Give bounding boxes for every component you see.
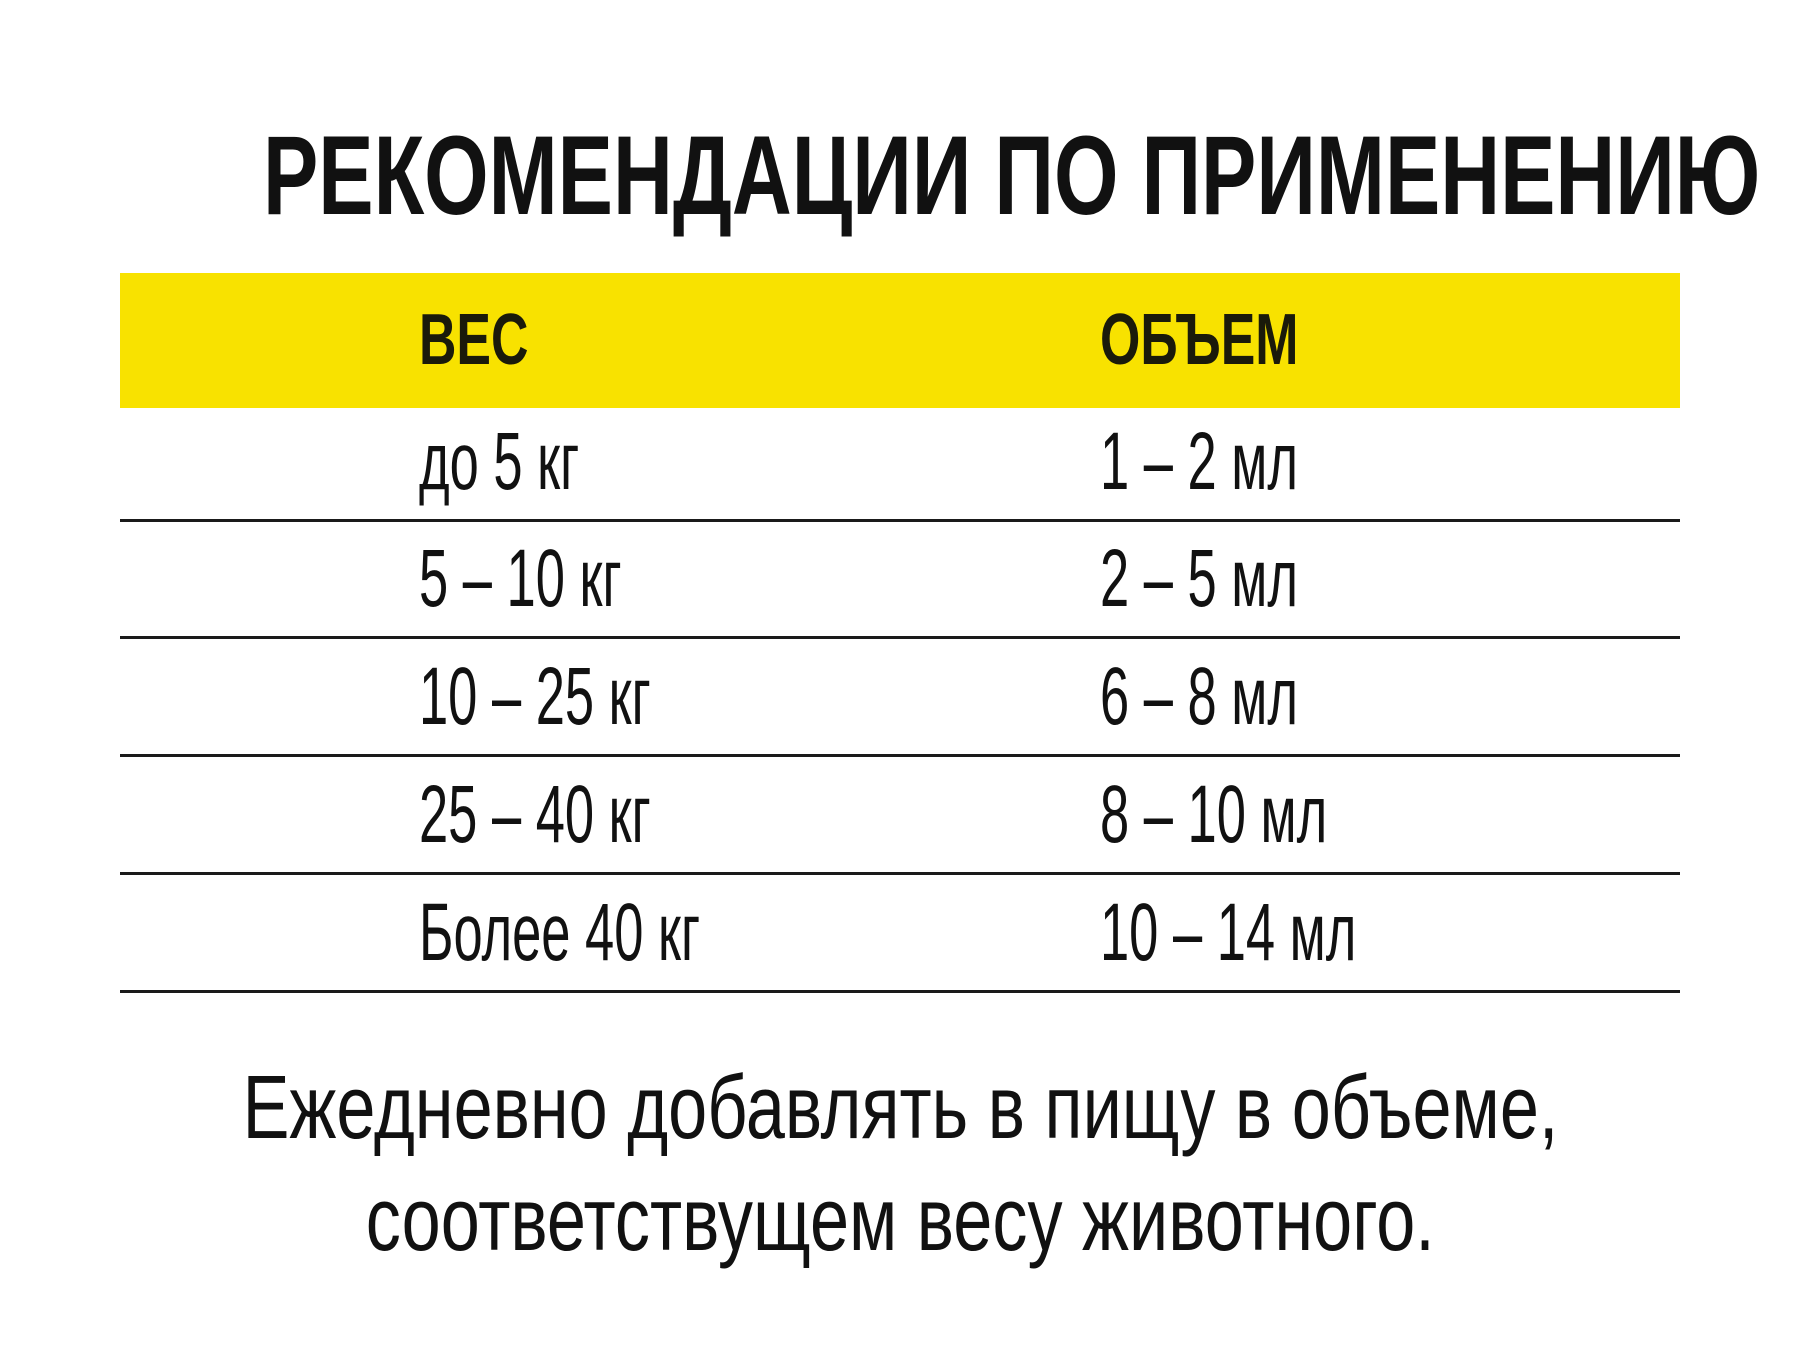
footer-line-1: Ежедневно добавлять в пищу в объеме, — [242, 1058, 1558, 1158]
page-title: РЕКОМЕНДАЦИИ ПО ПРИМЕНЕНИЮ — [263, 113, 1761, 238]
weight-cell: 5 – 10 кг — [419, 533, 622, 624]
table-row: до 5 кг 1 – 2 мл — [120, 404, 1680, 522]
volume-cell: 10 – 14 мл — [1100, 887, 1357, 978]
weight-cell: 10 – 25 кг — [419, 651, 651, 742]
table-row: 5 – 10 кг 2 – 5 мл — [120, 521, 1680, 639]
weight-cell: 25 – 40 кг — [419, 769, 651, 860]
column-header-volume: ОБЪЕМ — [1100, 300, 1299, 380]
column-header-weight: ВЕС — [419, 300, 529, 380]
volume-cell: 1 – 2 мл — [1100, 416, 1299, 507]
weight-cell: Более 40 кг — [419, 887, 701, 978]
volume-cell: 8 – 10 мл — [1100, 769, 1328, 860]
volume-cell: 2 – 5 мл — [1100, 533, 1299, 624]
table-row: 25 – 40 кг 8 – 10 мл — [120, 757, 1680, 875]
table-row: 10 – 25 кг 6 – 8 мл — [120, 639, 1680, 757]
table-row: Более 40 кг 10 – 14 мл — [120, 875, 1680, 993]
volume-cell: 6 – 8 мл — [1100, 651, 1299, 742]
weight-cell: до 5 кг — [419, 416, 580, 507]
table-header: ВЕС ОБЪЕМ — [120, 273, 1680, 408]
footer-line-2: соответствущем весу животного. — [365, 1170, 1435, 1270]
